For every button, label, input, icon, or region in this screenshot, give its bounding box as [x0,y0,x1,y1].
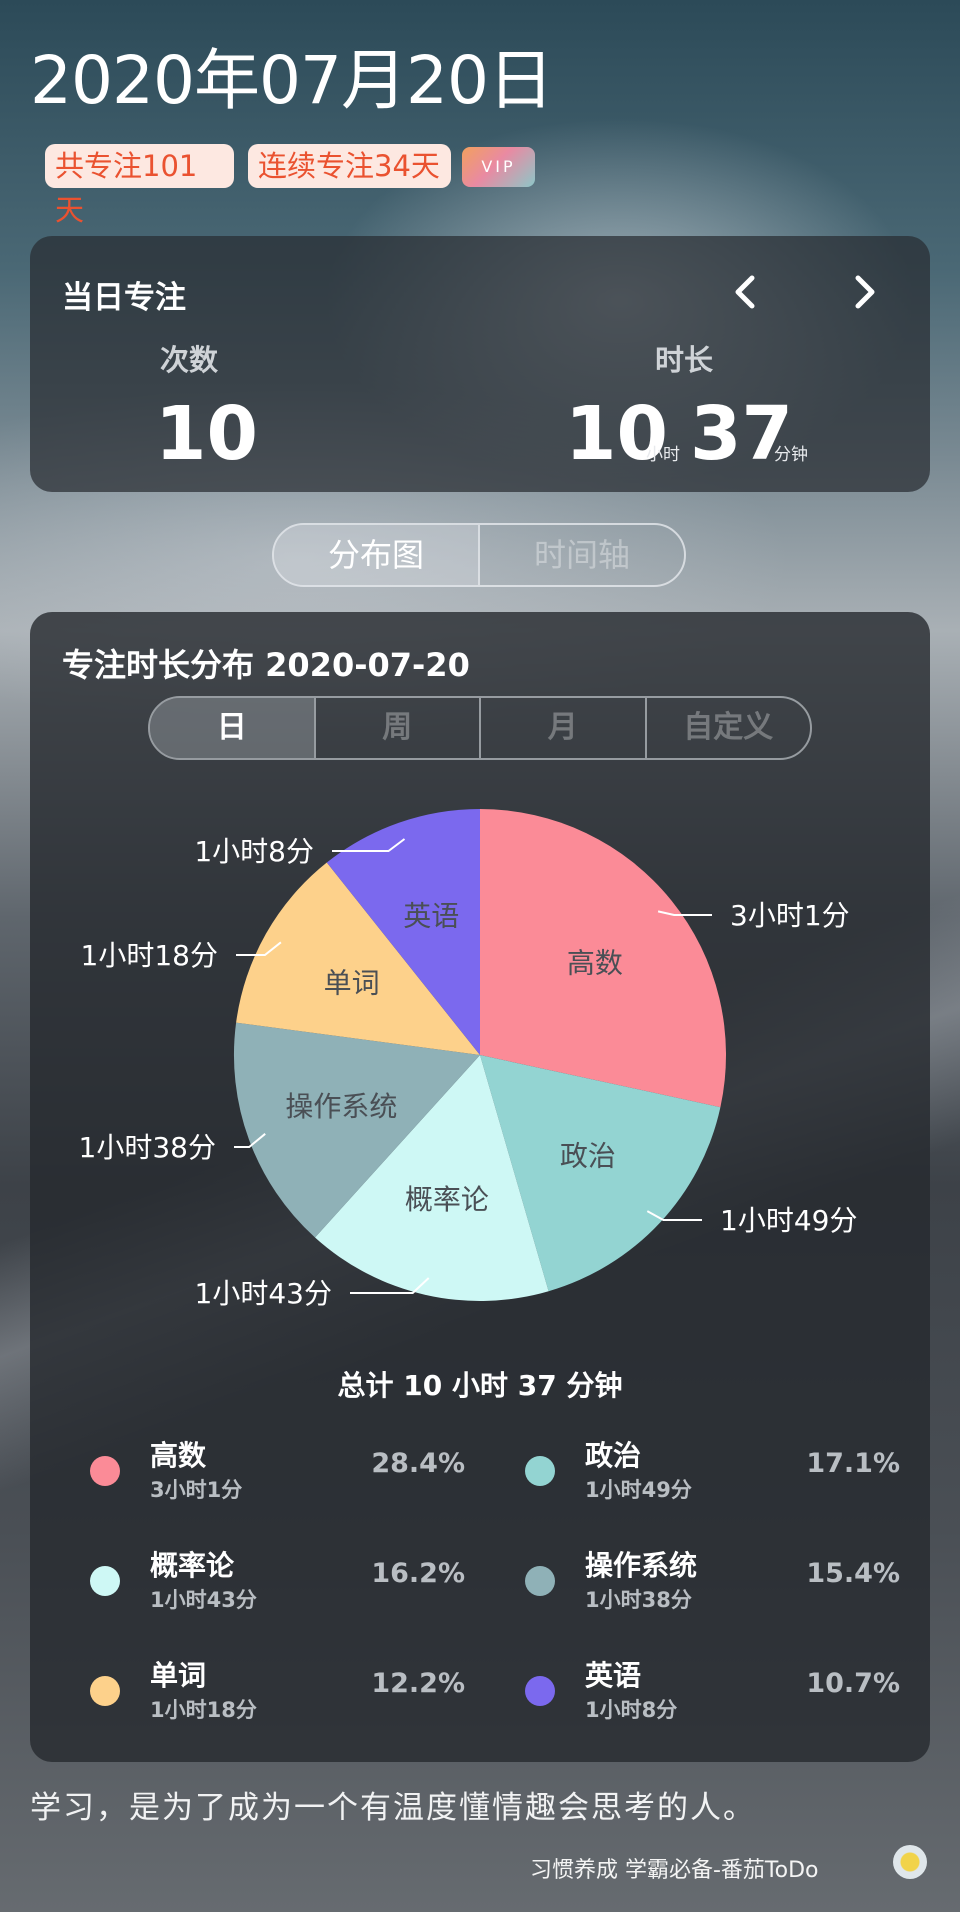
distribution-title: 专注时长分布 2020-07-20 [62,646,470,684]
legend-percent: 12.2% [371,1668,465,1699]
view-toggle: 分布图 时间轴 [272,523,686,587]
chevron-left-icon[interactable] [726,266,766,318]
daily-focus-card [30,236,930,492]
count-value: 10 [155,391,258,477]
total-days-badge: 共专注101天 [45,144,234,227]
page-date: 2020年07月20日 [30,42,554,119]
app-logo-icon [893,1845,927,1879]
legend-name: 政治 [585,1439,642,1472]
minutes-value: 37 [690,391,793,477]
legend-color-dot [525,1676,555,1706]
tab-day[interactable]: 日 [150,698,314,758]
legend-color-dot [90,1456,120,1486]
tab-timeline[interactable]: 时间轴 [478,525,684,585]
motto-quote: 学习，是为了成为一个有温度懂情趣会思考的人。 [30,1790,756,1826]
legend-percent: 15.4% [806,1558,900,1589]
daily-focus-title: 当日专注 [62,280,186,316]
legend-duration: 1小时43分 [150,1588,257,1612]
count-label: 次数 [160,343,219,377]
legend-name: 单词 [150,1659,207,1692]
legend-name: 概率论 [150,1549,235,1582]
brand-footer: 习惯养成 学霸必备-番茄ToDo [530,1858,819,1883]
legend-duration: 3小时1分 [150,1478,243,1502]
minutes-unit: 分钟 [774,445,808,465]
legend-color-dot [90,1676,120,1706]
legend-percent: 17.1% [806,1448,900,1479]
duration-label: 时长 [655,343,714,377]
legend-color-dot [525,1456,555,1486]
legend-color-dot [525,1566,555,1596]
period-tabs: 日 周 月 自定义 [148,696,812,760]
hours-value: 10 [565,391,668,477]
streak-days-badge: 连续专注34天 [248,144,451,188]
vip-badge[interactable]: VIP [462,147,535,187]
legend-duration: 1小时8分 [585,1698,678,1722]
legend-name: 英语 [585,1659,642,1692]
tab-custom[interactable]: 自定义 [644,698,811,758]
chevron-right-icon[interactable] [844,266,884,318]
legend-duration: 1小时38分 [585,1588,692,1612]
legend-duration: 1小时18分 [150,1698,257,1722]
legend-percent: 10.7% [806,1668,900,1699]
tab-month[interactable]: 月 [479,698,645,758]
legend-name: 操作系统 [585,1549,698,1582]
legend-color-dot [90,1566,120,1596]
legend-name: 高数 [150,1439,207,1472]
tab-week[interactable]: 周 [313,698,480,758]
legend-percent: 16.2% [371,1558,465,1589]
legend-percent: 28.4% [371,1448,465,1479]
total-duration: 总计 10 小时 37 分钟 [337,1369,623,1402]
hours-unit: 小时 [646,445,680,465]
legend-duration: 1小时49分 [585,1478,692,1502]
tab-distribution[interactable]: 分布图 [274,525,478,585]
